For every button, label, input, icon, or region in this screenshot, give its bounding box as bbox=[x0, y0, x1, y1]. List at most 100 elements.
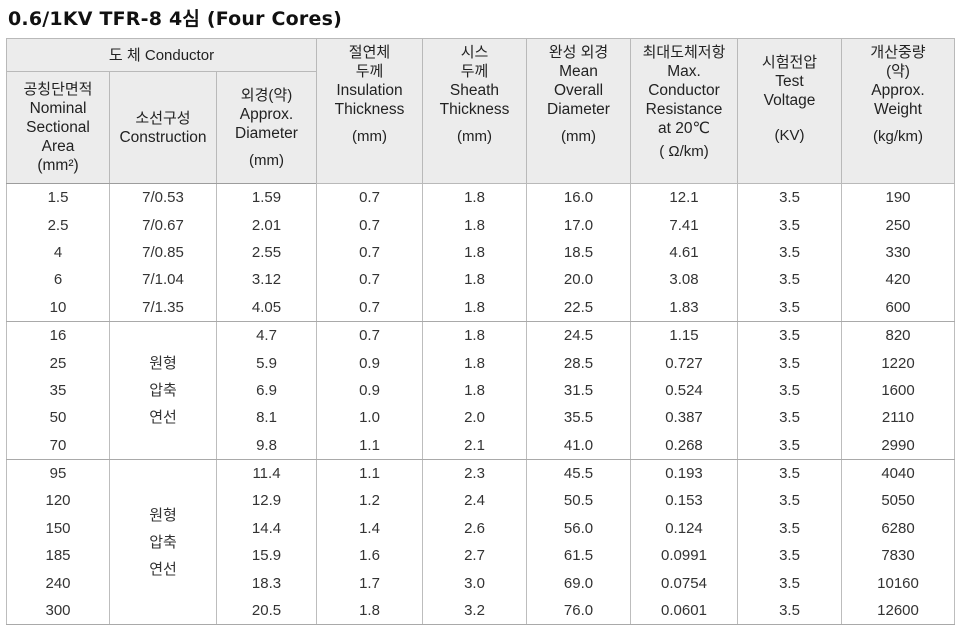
insulation-cell: 0.9 bbox=[316, 349, 423, 377]
sheath-cell: 2.7 bbox=[422, 542, 527, 570]
sheath-header-kr1: 시스 bbox=[460, 44, 489, 61]
resistance-cell: 4.61 bbox=[630, 238, 738, 267]
weight-cell: 330 bbox=[841, 238, 955, 267]
insulation-cell: 0.7 bbox=[316, 211, 423, 239]
table-row: 4 7/0.85 2.55 0.7 1.8 18.5 4.61 3.5 330 bbox=[6, 238, 955, 267]
diameter-header-en1: Approx. bbox=[239, 105, 294, 123]
weight-cell: 2990 bbox=[841, 431, 955, 460]
construction-cell: 7/0.53 bbox=[109, 183, 217, 212]
construction-merged-label: 압축 bbox=[149, 381, 177, 399]
sheath-cell: 1.8 bbox=[422, 293, 527, 322]
sheath-cell: 2.6 bbox=[422, 514, 527, 543]
voltage-cell: 3.5 bbox=[737, 569, 842, 597]
voltage-cell: 3.5 bbox=[737, 596, 842, 626]
voltage-cell: 3.5 bbox=[737, 183, 842, 212]
insulation-cell: 1.4 bbox=[316, 514, 423, 543]
insulation-cell: 0.7 bbox=[316, 293, 423, 322]
diameter-header: 외경(약) Approx. Diameter (mm) bbox=[216, 71, 317, 184]
table-row: 35 6.9 0.9 1.8 31.5 0.524 3.5 1600 bbox=[6, 376, 955, 405]
overall-diameter-header: 완성 외경 Mean Overall Diameter (mm) bbox=[526, 38, 631, 184]
weight-cell: 420 bbox=[841, 266, 955, 294]
table-row: 185 15.9 1.6 2.7 61.5 0.0991 3.5 7830 bbox=[6, 542, 955, 570]
insulation-header-kr1: 절연체 bbox=[348, 44, 391, 61]
sheath-cell: 2.4 bbox=[422, 487, 527, 515]
weight-header-en1: Approx. bbox=[871, 82, 925, 99]
insulation-cell: 1.6 bbox=[316, 542, 423, 570]
sheath-cell: 2.1 bbox=[422, 431, 527, 460]
area-cell: 4 bbox=[6, 238, 110, 267]
area-header-en2: Sectional bbox=[26, 119, 90, 136]
overall-header-kr: 완성 외경 bbox=[548, 44, 609, 61]
construction-header-en: Construction bbox=[119, 128, 207, 146]
weight-cell: 2110 bbox=[841, 404, 955, 432]
area-cell: 240 bbox=[6, 569, 110, 597]
resistance-cell: 0.0754 bbox=[630, 569, 738, 597]
weight-cell: 1220 bbox=[841, 349, 955, 377]
diameter-header-en2: Diameter bbox=[235, 124, 298, 142]
insulation-cell: 0.7 bbox=[316, 266, 423, 294]
insulation-cell: 1.2 bbox=[316, 487, 423, 515]
table-row: 16 원형 압축 연선 4.7 0.7 1.8 24.5 1.15 3.5 820 bbox=[6, 321, 955, 460]
table-row: 240 18.3 1.7 3.0 69.0 0.0754 3.5 10160 bbox=[6, 569, 955, 597]
weight-cell: 6280 bbox=[841, 514, 955, 543]
diameter-cell: 4.7 bbox=[216, 321, 317, 350]
weight-cell: 5050 bbox=[841, 487, 955, 515]
sheath-cell: 3.0 bbox=[422, 569, 527, 597]
weight-header-en2: Weight bbox=[874, 101, 922, 118]
overall-cell: 56.0 bbox=[526, 514, 631, 543]
construction-merged-label: 압축 bbox=[149, 533, 177, 551]
area-cell: 120 bbox=[6, 487, 110, 515]
overall-cell: 16.0 bbox=[526, 183, 631, 212]
area-cell: 2.5 bbox=[6, 211, 110, 239]
diameter-cell: 9.8 bbox=[216, 431, 317, 460]
sheath-cell: 2.0 bbox=[422, 404, 527, 432]
overall-header-en2: Overall bbox=[553, 82, 604, 99]
overall-cell: 31.5 bbox=[526, 376, 631, 405]
construction-cell: 7/0.85 bbox=[109, 238, 217, 267]
voltage-cell: 3.5 bbox=[737, 321, 842, 350]
sheath-header-unit: (mm) bbox=[457, 128, 492, 145]
spec-table: 도 체 Conductor 절연체 두께 Insulation Thicknes… bbox=[6, 38, 955, 626]
diameter-cell: 2.01 bbox=[216, 211, 317, 239]
area-cell: 95 bbox=[6, 459, 110, 488]
voltage-header: 시험전압 Test Voltage (KV) bbox=[737, 38, 842, 184]
insulation-cell: 1.0 bbox=[316, 404, 423, 432]
resistance-header-unit: ( Ω/km) bbox=[659, 143, 709, 160]
overall-cell: 28.5 bbox=[526, 349, 631, 377]
area-cell: 300 bbox=[6, 596, 110, 626]
area-header-unit: (mm²) bbox=[37, 157, 79, 174]
resistance-cell: 1.15 bbox=[630, 321, 738, 350]
overall-cell: 22.5 bbox=[526, 293, 631, 322]
insulation-header-kr2: 두께 bbox=[355, 63, 384, 80]
diameter-cell: 4.05 bbox=[216, 293, 317, 322]
voltage-cell: 3.5 bbox=[737, 514, 842, 543]
construction-cell: 7/1.35 bbox=[109, 293, 217, 322]
sheath-header-en2: Thickness bbox=[439, 101, 510, 118]
construction-merged-label: 연선 bbox=[149, 408, 177, 426]
construction-merged-label: 원형 bbox=[149, 506, 177, 524]
voltage-header-kr: 시험전압 bbox=[761, 54, 818, 71]
diameter-header-kr: 외경(약) bbox=[240, 86, 293, 104]
insulation-cell: 1.7 bbox=[316, 569, 423, 597]
area-cell: 50 bbox=[6, 404, 110, 432]
voltage-cell: 3.5 bbox=[737, 431, 842, 460]
area-cell: 185 bbox=[6, 542, 110, 570]
resistance-cell: 0.193 bbox=[630, 459, 738, 488]
resistance-cell: 0.268 bbox=[630, 431, 738, 460]
resistance-cell: 0.0991 bbox=[630, 542, 738, 570]
insulation-cell: 0.7 bbox=[316, 183, 423, 212]
resistance-cell: 3.08 bbox=[630, 266, 738, 294]
voltage-cell: 3.5 bbox=[737, 266, 842, 294]
diameter-cell: 3.12 bbox=[216, 266, 317, 294]
resistance-cell: 12.1 bbox=[630, 183, 738, 212]
diameter-header-unit: (mm) bbox=[249, 151, 284, 169]
construction-merged-label: 원형 bbox=[149, 354, 177, 372]
resistance-header-en3: Resistance bbox=[645, 101, 723, 118]
area-cell: 35 bbox=[6, 376, 110, 405]
diameter-cell: 20.5 bbox=[216, 596, 317, 626]
resistance-cell: 7.41 bbox=[630, 211, 738, 239]
weight-cell: 7830 bbox=[841, 542, 955, 570]
insulation-header-unit: (mm) bbox=[352, 128, 387, 145]
diameter-cell: 2.55 bbox=[216, 238, 317, 267]
